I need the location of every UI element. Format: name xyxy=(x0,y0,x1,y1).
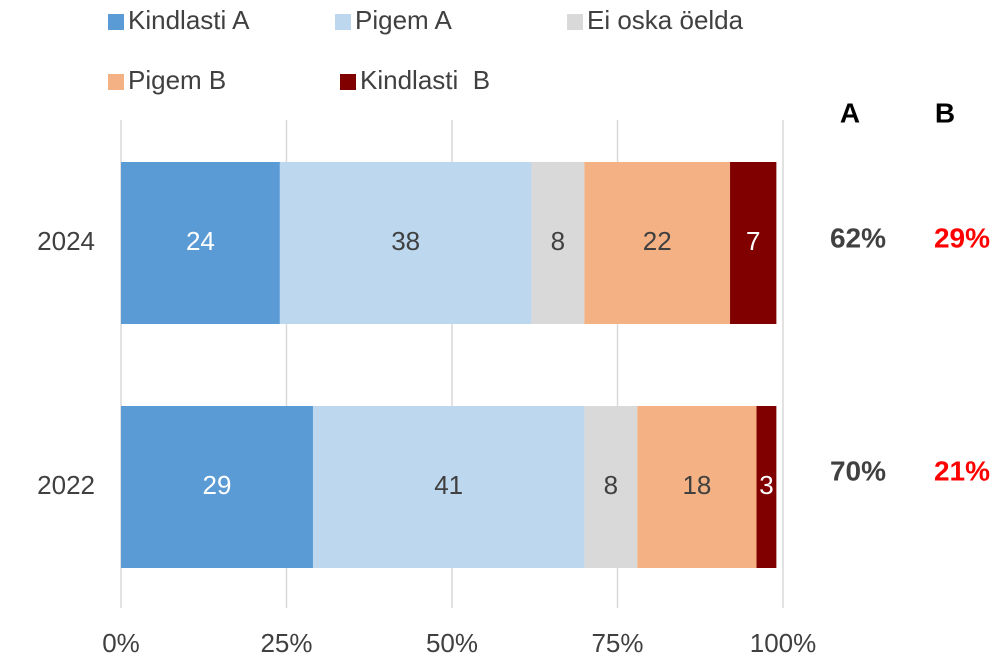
data-label: 7 xyxy=(746,226,760,256)
data-label: 24 xyxy=(186,226,215,256)
bar-segment xyxy=(279,162,532,324)
data-label: 38 xyxy=(391,226,420,256)
data-label: 8 xyxy=(604,470,618,500)
bar-segment xyxy=(730,162,777,324)
legend-label: Pigem B xyxy=(128,65,226,95)
legend-label: Kindlasti B xyxy=(360,65,490,95)
side-value: 70% xyxy=(830,455,886,486)
data-label: 3 xyxy=(759,470,773,500)
x-tick-label: 25% xyxy=(260,628,312,658)
legend-label: Kindlasti A xyxy=(128,5,250,35)
side-header: A xyxy=(840,97,860,128)
x-tick-label: 75% xyxy=(591,628,643,658)
data-label: 18 xyxy=(682,470,711,500)
legend-swatch xyxy=(108,14,124,30)
legend-swatch xyxy=(567,14,583,30)
y-tick-label: 2022 xyxy=(37,470,95,500)
data-label: 29 xyxy=(203,470,232,500)
data-label: 22 xyxy=(643,226,672,256)
x-tick-label: 100% xyxy=(750,628,817,658)
x-tick-label: 50% xyxy=(426,628,478,658)
legend-swatch xyxy=(340,74,356,90)
data-label: 41 xyxy=(434,470,463,500)
side-value: 62% xyxy=(830,222,886,253)
x-tick-label: 0% xyxy=(102,628,140,658)
data-label: 8 xyxy=(551,226,565,256)
legend-label: Ei oska öelda xyxy=(587,5,744,35)
legend-swatch xyxy=(335,14,351,30)
legend-swatch xyxy=(108,74,124,90)
bar-segment xyxy=(584,162,731,324)
bar-segment xyxy=(121,162,280,324)
bar-segment xyxy=(637,406,757,568)
legend-label: Pigem A xyxy=(355,5,452,35)
side-value: 29% xyxy=(934,222,990,253)
bar-segment xyxy=(584,406,638,568)
y-tick-label: 2024 xyxy=(37,226,95,256)
bar-segment xyxy=(312,406,585,568)
bar-segment xyxy=(531,162,585,324)
side-header: B xyxy=(935,97,955,128)
bar-segment xyxy=(756,406,777,568)
side-value: 21% xyxy=(934,455,990,486)
bar-segment xyxy=(121,406,313,568)
